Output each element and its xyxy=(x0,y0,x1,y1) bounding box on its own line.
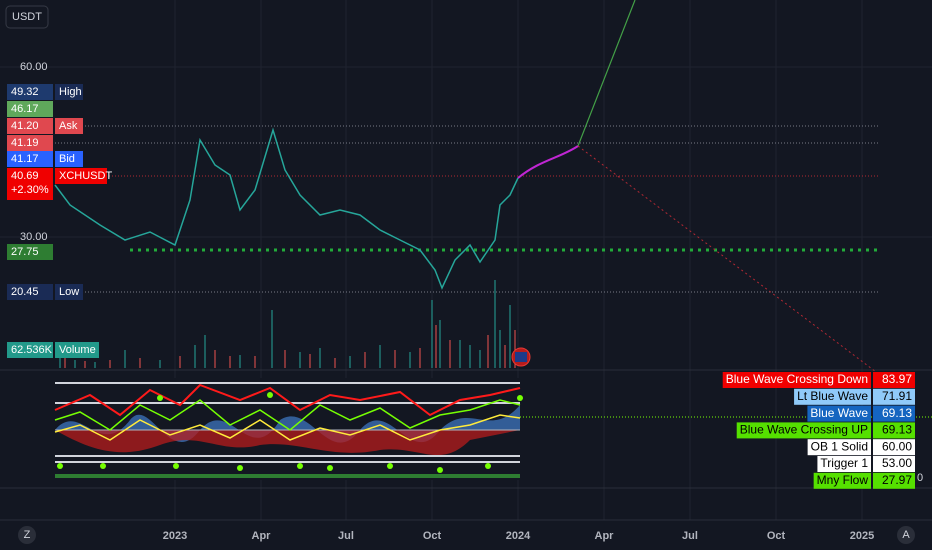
price-label: 41.19 xyxy=(11,137,39,149)
legend-value-box xyxy=(873,439,915,456)
price-label: 41.17 xyxy=(11,153,39,165)
price-name-box xyxy=(55,168,107,184)
price-name-box xyxy=(55,84,83,100)
legend-value-box xyxy=(873,422,915,439)
legend-name: Trigger 1 xyxy=(820,456,868,470)
legend-value-box xyxy=(873,405,915,422)
oscillator xyxy=(54,378,521,480)
flag-icon-inner xyxy=(515,352,527,362)
price-name-box xyxy=(55,342,99,358)
price-label: 40.69 xyxy=(11,170,39,182)
legend-name: Blue Wave Crossing Down xyxy=(726,372,868,386)
zoom-button[interactable] xyxy=(18,526,36,544)
price-name: Low xyxy=(59,286,79,298)
price-name: High xyxy=(59,86,82,98)
legend-value-box xyxy=(873,472,915,489)
legend-name-box xyxy=(736,422,871,439)
legend-value: 71.91 xyxy=(882,389,912,403)
auto-button[interactable] xyxy=(897,526,915,544)
price-name: Bid xyxy=(59,153,75,165)
time-tick: 2024 xyxy=(506,530,531,542)
legend-value: 83.97 xyxy=(882,372,912,386)
price-label-box xyxy=(7,101,53,117)
price-label-box xyxy=(7,118,53,134)
time-tick: Apr xyxy=(595,530,615,542)
price-label-box xyxy=(7,342,53,358)
legend-name: Mny Flow xyxy=(817,473,869,487)
legend-name-box xyxy=(817,456,871,472)
time-tick: 2023 xyxy=(163,530,187,542)
price-label: 62.536K xyxy=(11,344,53,356)
price-label-box xyxy=(7,151,53,167)
legend-name: Blue Wave xyxy=(810,406,868,420)
projection-down xyxy=(577,145,881,376)
legend-value-box xyxy=(873,456,915,472)
price-label: 41.20 xyxy=(11,120,39,132)
legend-value: 60.00 xyxy=(882,439,912,453)
legend-name-box xyxy=(807,405,871,422)
price-label-box xyxy=(7,84,53,100)
time-tick: Oct xyxy=(767,530,786,542)
price-name: Ask xyxy=(59,120,78,132)
legend-name-box xyxy=(722,372,871,388)
price-tick: 30.00 xyxy=(20,231,48,243)
currency-button[interactable] xyxy=(5,5,49,29)
time-tick: Jul xyxy=(682,530,698,542)
price-label: 27.75 xyxy=(11,246,39,258)
legend-name: Lt Blue Wave xyxy=(797,389,868,403)
price-name: XCHUSDT xyxy=(59,170,112,182)
auto-label: A xyxy=(902,529,910,541)
volume-bars xyxy=(59,280,516,368)
legend-name-box xyxy=(794,388,871,405)
price-name-box xyxy=(55,118,83,134)
price-label-box xyxy=(7,168,53,200)
currency-label: USDT xyxy=(12,11,42,23)
price-name: Volume xyxy=(59,344,96,356)
price-label-box xyxy=(7,244,53,260)
price-line xyxy=(54,127,519,290)
time-tick: Apr xyxy=(252,530,272,542)
legend-name-box xyxy=(813,472,871,489)
price-label: 20.45 xyxy=(11,286,39,298)
legend-value: 69.13 xyxy=(882,406,912,420)
price-name-box xyxy=(55,284,83,300)
projection-curve xyxy=(517,145,579,179)
price-label: 46.17 xyxy=(11,103,39,115)
legend-name: OB 1 Solid xyxy=(811,439,868,453)
zoom-label: Z xyxy=(24,529,31,541)
legend-name-box xyxy=(807,439,871,456)
legend-value: 69.13 xyxy=(882,423,912,437)
legend-value: 27.97 xyxy=(882,473,912,487)
price-label-box xyxy=(7,284,53,300)
price-change: +2.30% xyxy=(11,184,49,196)
time-tick: 2025 xyxy=(850,530,874,542)
oscillator-dots xyxy=(57,392,523,473)
price-label: 49.32 xyxy=(11,86,39,98)
legend-value-box xyxy=(873,388,915,405)
price-label-box xyxy=(7,135,53,151)
legend-value: 53.00 xyxy=(882,456,912,470)
indicator-zero: 0 xyxy=(917,472,923,484)
time-tick: Jul xyxy=(338,530,354,542)
price-name-box xyxy=(55,151,83,167)
time-tick: Oct xyxy=(423,530,442,542)
legend-value-box xyxy=(873,372,915,388)
price-levels xyxy=(55,125,880,293)
price-tick: 60.00 xyxy=(20,61,48,73)
projection-up xyxy=(577,0,636,147)
legend-name: Blue Wave Crossing UP xyxy=(740,423,868,437)
